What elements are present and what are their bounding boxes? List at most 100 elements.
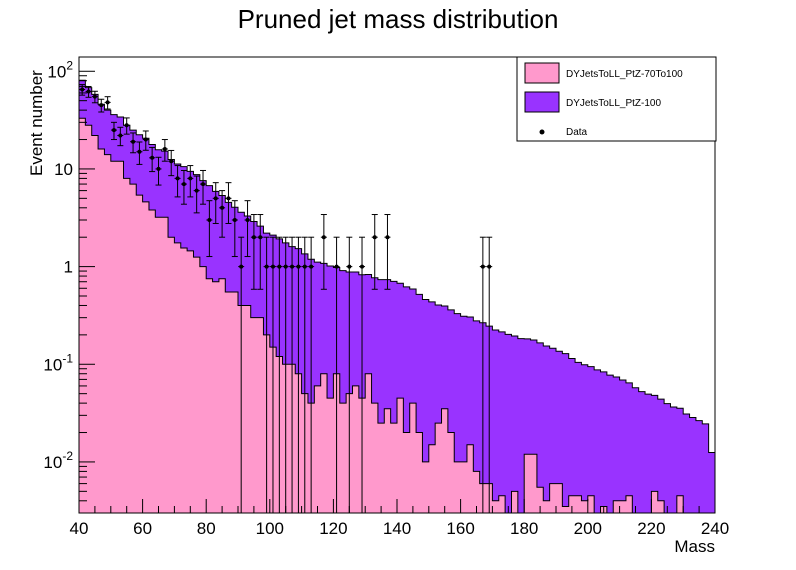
plot-area	[78, 79, 716, 514]
data-marker	[105, 100, 110, 105]
data-point	[206, 200, 213, 258]
data-marker	[169, 159, 174, 164]
data-point	[130, 132, 137, 154]
x-axis-title: Mass	[674, 537, 715, 556]
data-point	[219, 190, 226, 238]
data-point	[168, 149, 175, 177]
data-marker	[118, 133, 123, 138]
data-marker	[239, 264, 244, 269]
legend-swatch	[524, 62, 560, 84]
data-marker	[283, 264, 288, 269]
data-marker	[181, 182, 186, 187]
data-marker	[92, 94, 97, 99]
data-point	[244, 200, 251, 258]
legend: DYJetsToLL_PtZ-70To100 DYJetsToLL_PtZ-100…	[516, 56, 717, 142]
data-marker	[150, 155, 155, 160]
x-tick-label: 140	[383, 519, 411, 538]
data-point	[371, 214, 378, 290]
data-marker	[277, 264, 282, 269]
x-tick-label: 220	[637, 519, 665, 538]
data-point	[333, 236, 340, 513]
x-tick-label: 120	[319, 519, 347, 538]
data-point	[117, 126, 124, 147]
data-point	[174, 165, 181, 198]
data-point	[250, 214, 257, 290]
data-marker	[86, 89, 91, 94]
data-point	[263, 236, 270, 513]
y-tick-label: 1	[64, 258, 73, 277]
data-marker	[207, 218, 212, 223]
y-tick-label: 102	[47, 58, 73, 81]
data-point	[212, 182, 219, 224]
legend-entry: Data	[539, 127, 588, 138]
x-tick-label: 180	[510, 519, 538, 538]
data-marker	[290, 264, 295, 269]
data-point	[346, 236, 353, 513]
legend-swatch	[524, 91, 560, 113]
data-point	[149, 146, 156, 173]
data-marker	[296, 264, 301, 269]
data-point	[161, 139, 168, 162]
x-tick-label: 80	[197, 519, 216, 538]
data-marker	[487, 264, 492, 269]
x-tick-label: 160	[446, 519, 474, 538]
data-marker	[201, 182, 206, 187]
y-tick-label: 10-1	[43, 351, 73, 374]
data-point	[384, 214, 391, 290]
y-axis-title: Event number	[27, 70, 46, 176]
data-point	[155, 156, 162, 186]
data-marker	[137, 149, 142, 154]
data-marker	[220, 205, 225, 210]
data-point	[301, 236, 308, 513]
legend-entry: DYJetsToLL_PtZ-70To100	[524, 62, 683, 84]
data-point	[225, 182, 232, 224]
data-point	[91, 90, 98, 104]
data-marker	[194, 188, 199, 193]
data-point	[238, 236, 245, 513]
x-tick-label: 100	[256, 519, 284, 538]
data-marker	[309, 264, 314, 269]
data-marker	[124, 123, 129, 128]
data-point	[231, 200, 238, 258]
data-marker	[226, 196, 231, 201]
x-tick-label: 60	[133, 519, 152, 538]
data-marker	[99, 103, 104, 108]
data-marker	[156, 166, 161, 171]
data-point	[269, 236, 276, 513]
data-marker	[270, 264, 275, 269]
data-point	[320, 214, 327, 290]
x-tick-label: 40	[70, 519, 89, 538]
data-point	[123, 117, 130, 135]
data-point	[110, 121, 117, 141]
data-marker	[372, 235, 377, 240]
data-marker	[232, 218, 237, 223]
data-point	[187, 165, 194, 198]
data-marker	[143, 137, 148, 142]
data-marker	[480, 264, 485, 269]
data-point	[136, 141, 143, 165]
data-point	[180, 169, 187, 205]
data-point	[200, 169, 207, 205]
x-tick-label: 240	[701, 519, 729, 538]
data-point	[295, 236, 302, 513]
data-point	[104, 96, 111, 110]
y-tick-label: 10	[54, 160, 73, 179]
data-marker	[162, 147, 167, 152]
x-tick-label: 200	[574, 519, 602, 538]
data-marker	[347, 264, 352, 269]
data-marker	[264, 264, 269, 269]
legend-label: Data	[566, 127, 588, 138]
data-point	[142, 130, 149, 151]
data-marker	[175, 176, 180, 181]
data-point	[486, 236, 493, 513]
data-marker	[251, 235, 256, 240]
data-point	[193, 175, 200, 214]
data-marker	[213, 196, 218, 201]
data-point	[479, 236, 486, 513]
data-point	[359, 236, 366, 513]
legend-marker	[539, 129, 545, 135]
data-marker	[334, 264, 339, 269]
y-tick-label: 10-2	[43, 449, 73, 472]
histogram-series-1	[78, 117, 715, 514]
